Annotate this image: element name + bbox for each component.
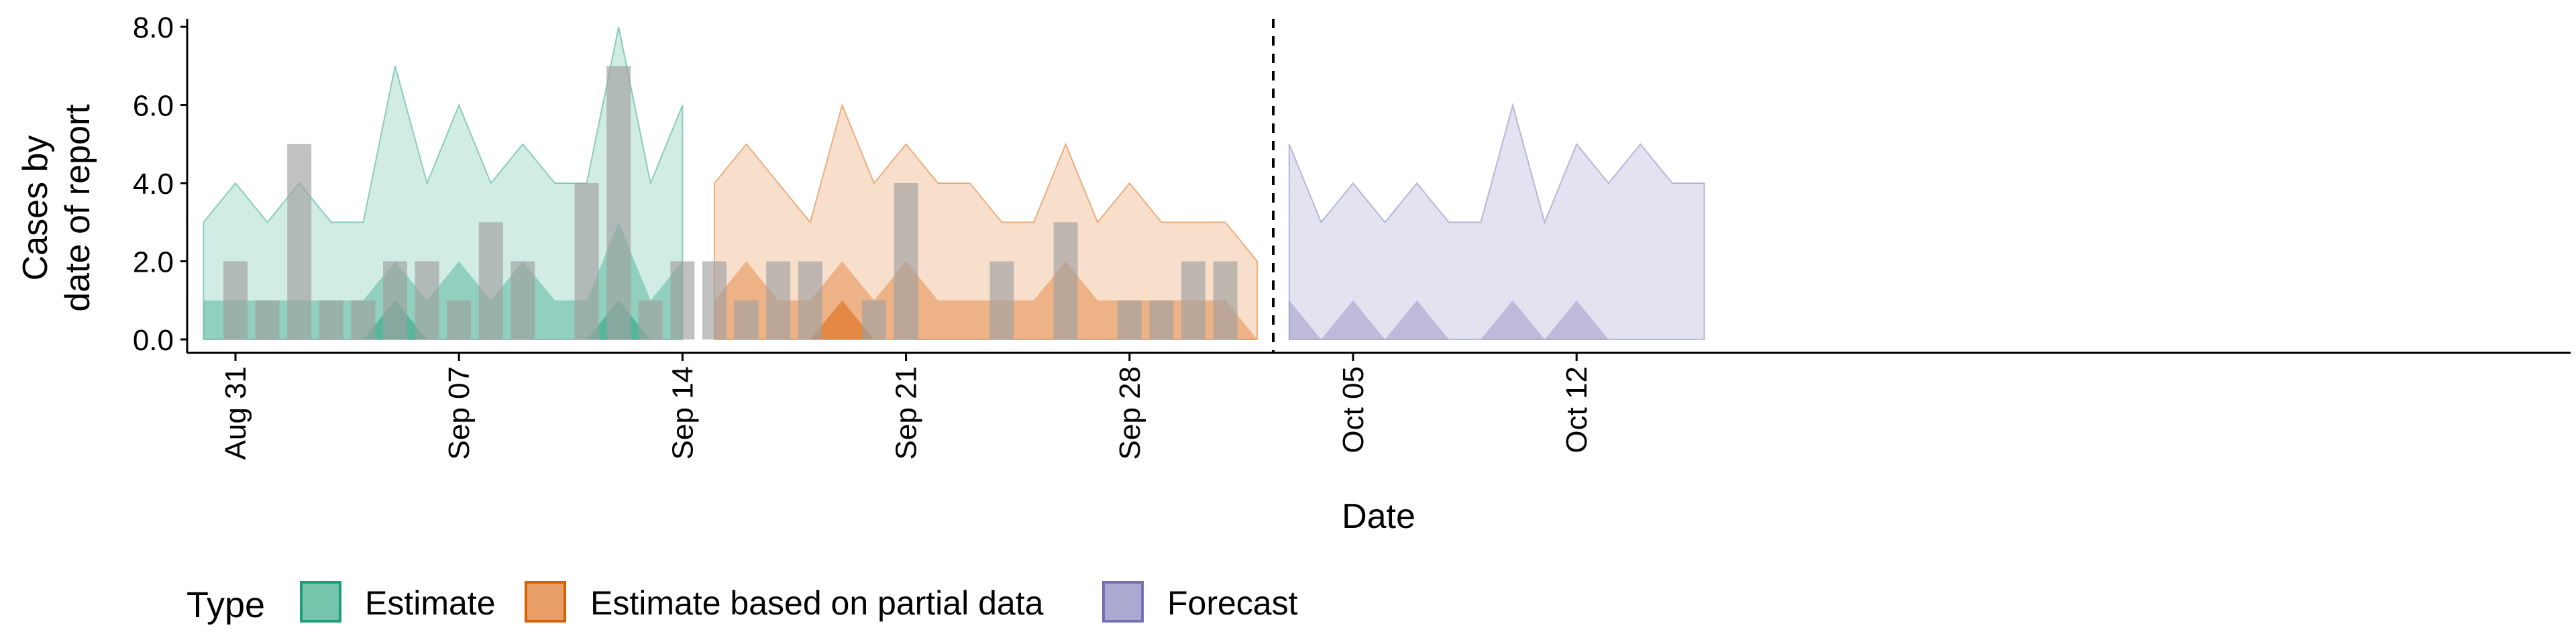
reported-cases-bar bbox=[862, 300, 886, 340]
reported-cases-bar bbox=[1053, 222, 1078, 340]
reported-cases-bar bbox=[223, 261, 248, 339]
x-tick-label: Aug 31 bbox=[219, 366, 252, 460]
legend-key-forecast bbox=[1102, 581, 1144, 623]
legend-label-estimate: Estimate bbox=[365, 584, 496, 622]
legend-label-estimate-based-on-partial-data: Estimate based on partial data bbox=[590, 584, 1044, 622]
legend-key-estimate bbox=[300, 581, 341, 623]
reported-cases-bar bbox=[351, 300, 376, 340]
band-forecast-inner bbox=[1289, 300, 1705, 339]
band-estimate-core bbox=[203, 300, 683, 339]
legend-key-estimate-based-on-partial-data bbox=[525, 581, 566, 623]
reported-cases-bar bbox=[989, 261, 1014, 339]
y-tick-label: 6.0 bbox=[133, 90, 174, 123]
x-tick-label: Sep 28 bbox=[1114, 366, 1146, 460]
reported-cases-bar bbox=[702, 261, 727, 339]
x-axis-title: Date bbox=[1342, 497, 1415, 536]
x-tick-label: Oct 05 bbox=[1337, 366, 1370, 453]
reported-cases-bar bbox=[511, 261, 535, 339]
y-axis-title-line-1: Cases by bbox=[16, 136, 55, 281]
legend: Type Estimate Estimate based on partial d… bbox=[186, 581, 1298, 625]
reported-cases-bar bbox=[606, 66, 631, 340]
reported-cases-bar bbox=[766, 261, 791, 339]
x-tick-label: Sep 07 bbox=[443, 366, 476, 460]
reported-cases-bar bbox=[670, 261, 695, 339]
reported-cases-bar bbox=[574, 183, 599, 339]
y-axis-title-line-2: date of report bbox=[58, 104, 97, 312]
reported-cases-bar bbox=[478, 222, 503, 340]
y-tick-label: 0.0 bbox=[133, 324, 174, 357]
reported-cases-bar bbox=[447, 300, 472, 340]
reported-cases-bar bbox=[798, 261, 822, 339]
reported-cases-bar bbox=[255, 300, 280, 340]
reported-cases-bar bbox=[415, 261, 439, 339]
x-tick-label: Sep 14 bbox=[666, 366, 699, 460]
x-tick-label: Oct 12 bbox=[1560, 366, 1593, 453]
band-estimate-based-on-partial-data-core bbox=[714, 300, 1258, 339]
reported-cases-bar bbox=[894, 183, 918, 339]
reported-cases-bar bbox=[638, 300, 663, 340]
y-tick-label: 2.0 bbox=[133, 246, 174, 279]
legend-label-forecast: Forecast bbox=[1167, 584, 1298, 622]
reported-cases-bars bbox=[223, 66, 1238, 340]
x-axis-ticks: Aug 31 Sep 07 Sep 14 Sep 21 Sep 28 Oct 05 Oct … bbox=[219, 353, 1593, 460]
reported-cases-bar bbox=[319, 300, 343, 340]
reported-cases-bar bbox=[1213, 261, 1238, 339]
y-axis-ticks: 0.0 2.0 4.0 6.0 8.0 bbox=[133, 11, 187, 357]
band-forecast-outer bbox=[1288, 102, 1705, 340]
legend-title: Type bbox=[186, 585, 265, 625]
reported-cases-bar bbox=[734, 300, 759, 340]
y-tick-label: 8.0 bbox=[133, 11, 174, 44]
reported-cases-bar bbox=[287, 144, 312, 340]
reported-cases-bar bbox=[383, 261, 407, 339]
reported-cases-bar bbox=[1181, 261, 1205, 339]
x-tick-label: Sep 21 bbox=[890, 366, 923, 460]
reported-cases-bar bbox=[1117, 300, 1142, 340]
reported-cases-bar bbox=[1149, 300, 1174, 340]
y-tick-label: 4.0 bbox=[133, 168, 174, 201]
